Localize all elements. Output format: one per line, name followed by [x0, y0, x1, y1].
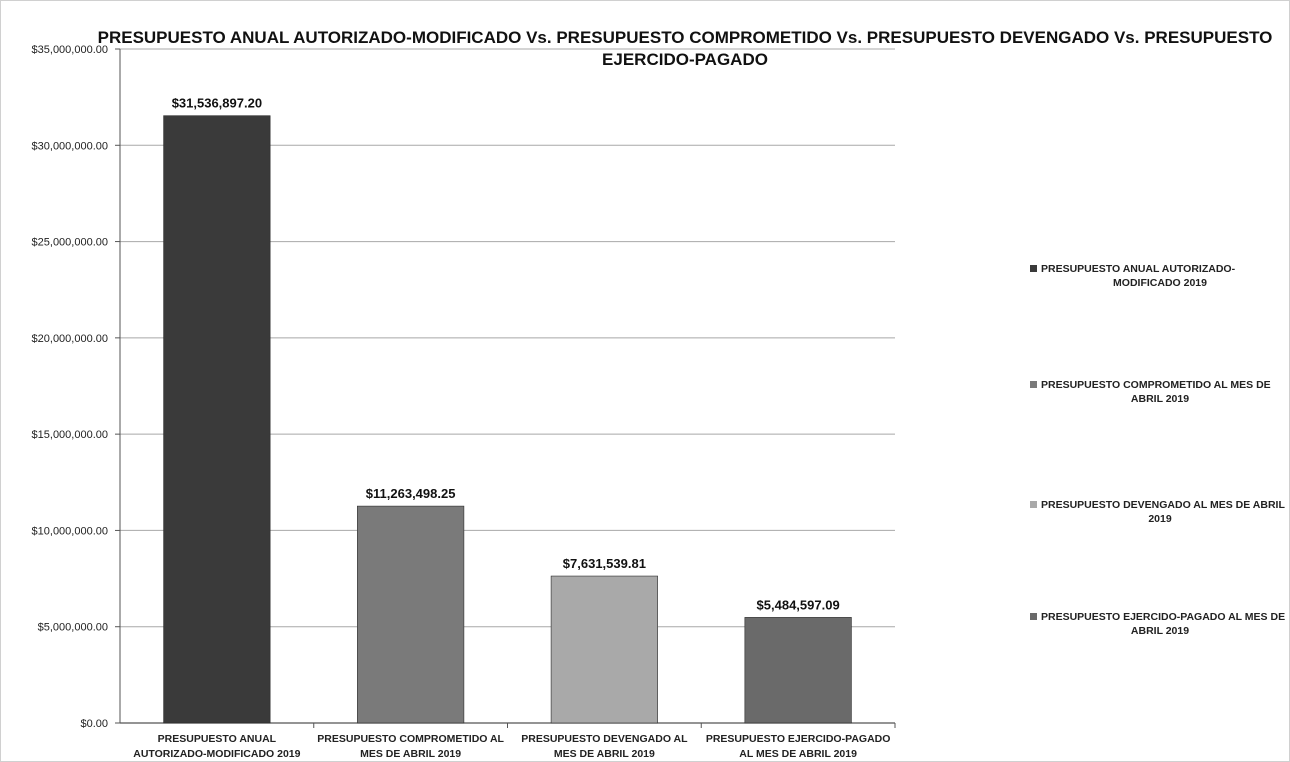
data-label: $5,484,597.09	[757, 597, 840, 612]
y-tick-label: $5,000,000.00	[38, 622, 108, 634]
y-tick-label: $20,000,000.00	[32, 333, 108, 345]
y-tick-label: $25,000,000.00	[32, 237, 108, 249]
x-tick-label: PRESUPUESTO EJERCIDO-PAGADO	[706, 733, 891, 745]
chart-title-line: PRESUPUESTO ANUAL AUTORIZADO-MODIFICADO …	[98, 28, 1273, 47]
bar	[163, 115, 271, 724]
bar	[744, 617, 852, 724]
legend: PRESUPUESTO ANUAL AUTORIZADO- MODIFICADO …	[1030, 263, 1285, 637]
bar	[357, 505, 465, 724]
x-axis: PRESUPUESTO ANUAL AUTORIZADO-MODIFICADO 2…	[133, 723, 896, 760]
bar	[550, 575, 658, 724]
legend-label: MODIFICADO 2019	[1113, 277, 1207, 289]
legend-swatch	[1030, 265, 1037, 272]
legend-label: 2019	[1148, 513, 1172, 525]
legend-item: PRESUPUESTO DEVENGADO AL MES DE ABRIL 201…	[1030, 499, 1285, 525]
legend-item: PRESUPUESTO COMPROMETIDO AL MES DE ABRIL …	[1030, 379, 1271, 405]
data-label: $7,631,539.81	[563, 556, 646, 571]
bars	[163, 115, 852, 724]
y-tick-label: $15,000,000.00	[32, 429, 108, 441]
x-tick-label: PRESUPUESTO DEVENGADO AL	[521, 733, 688, 745]
legend-label: ABRIL 2019	[1131, 393, 1189, 405]
x-tick-label: AUTORIZADO-MODIFICADO 2019	[133, 748, 300, 760]
data-labels: $31,536,897.20 $11,263,498.25 $7,631,539.8…	[172, 96, 840, 613]
legend-swatch	[1030, 613, 1037, 620]
y-axis: $0.00 $5,000,000.00 $10,000,000.00 $15,000,…	[32, 44, 121, 730]
legend-swatch	[1030, 501, 1037, 508]
data-label: $31,536,897.20	[172, 96, 262, 111]
x-tick-label: PRESUPUESTO ANUAL	[158, 733, 277, 745]
y-tick-label: $35,000,000.00	[32, 44, 108, 56]
x-tick-label: PRESUPUESTO COMPROMETIDO AL	[317, 733, 504, 745]
legend-label: PRESUPUESTO COMPROMETIDO AL MES DE	[1041, 379, 1271, 391]
chart-title: PRESUPUESTO ANUAL AUTORIZADO-MODIFICADO …	[98, 28, 1273, 69]
legend-item: PRESUPUESTO ANUAL AUTORIZADO- MODIFICADO …	[1030, 263, 1236, 289]
legend-label: PRESUPUESTO ANUAL AUTORIZADO-	[1041, 263, 1236, 275]
legend-label: PRESUPUESTO EJERCIDO-PAGADO AL MES DE	[1041, 611, 1285, 623]
legend-label: PRESUPUESTO DEVENGADO AL MES DE ABRIL	[1041, 499, 1285, 511]
y-tick-label: $10,000,000.00	[32, 525, 108, 537]
y-tick-label: $0.00	[80, 718, 108, 730]
legend-item: PRESUPUESTO EJERCIDO-PAGADO AL MES DE ABR…	[1030, 611, 1285, 637]
legend-label: ABRIL 2019	[1131, 625, 1189, 637]
chart-title-line: EJERCIDO-PAGADO	[602, 50, 768, 69]
data-label: $11,263,498.25	[366, 486, 456, 501]
y-tick-label: $30,000,000.00	[32, 140, 108, 152]
legend-swatch	[1030, 381, 1037, 388]
x-tick-label: AL MES DE ABRIL 2019	[739, 748, 857, 760]
x-tick-label: MES DE ABRIL 2019	[554, 748, 655, 760]
x-tick-label: MES DE ABRIL 2019	[360, 748, 461, 760]
